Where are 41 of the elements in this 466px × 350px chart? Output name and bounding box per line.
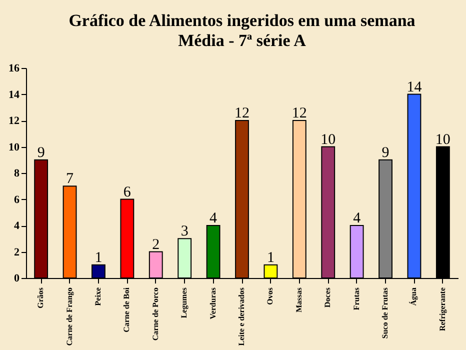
data-label: 10 (320, 132, 336, 148)
x-tick-label: Massas (294, 288, 304, 312)
x-tick-label: Refrigerante (438, 287, 447, 332)
y-tick-label: 10 (8, 141, 20, 154)
x-tick-label: Grãos (36, 288, 46, 308)
y-tick-label: 4 (14, 220, 20, 232)
x-tick-label: Carne de Porco (150, 288, 160, 341)
x-tick-label: Peixe (93, 287, 102, 306)
data-label: 2 (152, 236, 160, 253)
x-tick-label: Carne de Boi (122, 286, 132, 332)
data-label: 12 (234, 106, 250, 122)
chart-subtitle: Média - 7ª série A (178, 31, 307, 50)
y-tick-label: 0 (14, 272, 20, 284)
data-label: 7 (66, 171, 74, 188)
x-tick-label: Legumes (180, 288, 189, 318)
data-label: 1 (266, 250, 274, 266)
y-tick-label: 14 (8, 88, 20, 101)
data-label: 1 (94, 250, 102, 266)
y-tick-label: 8 (14, 168, 20, 180)
x-tick-label: Ovos (266, 288, 275, 305)
x-tick-label: Frutas (352, 288, 361, 310)
data-label: 9 (37, 144, 45, 161)
data-label: 12 (292, 106, 307, 122)
chart-title: Gráfico de Alimentos ingeridos em uma semana (68, 11, 416, 30)
data-label: 14 (406, 79, 422, 96)
data-label: 4 (210, 210, 218, 226)
y-tick-label: 16 (8, 62, 20, 74)
y-tick-label: 2 (14, 246, 20, 258)
x-tick-label: Leite e derivados (237, 288, 246, 346)
x-tick-label: Doces (323, 288, 332, 308)
data-label: 10 (435, 132, 450, 148)
x-tick-label: Carne de Frango (64, 288, 74, 346)
data-label: 3 (180, 224, 188, 240)
data-label: 9 (382, 144, 390, 161)
x-tick-label: Suco de Frutas (380, 288, 390, 339)
y-tick-label: 12 (8, 115, 20, 127)
data-label: 4 (353, 210, 362, 226)
x-tick-label: Verduras (208, 288, 218, 320)
data-label: 6 (123, 184, 132, 200)
y-tick-label: 6 (14, 194, 20, 206)
x-tick-label: Água (409, 288, 418, 306)
